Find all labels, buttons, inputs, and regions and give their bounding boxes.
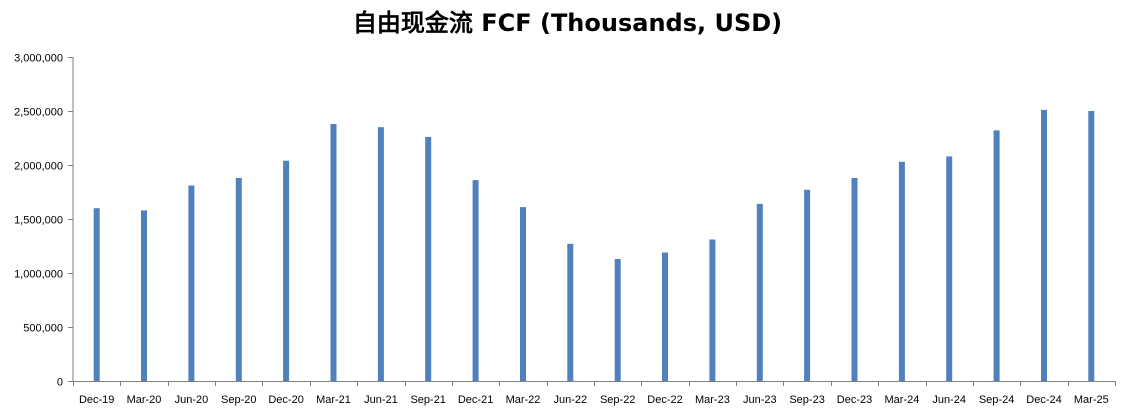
x-tick-label: Dec-23	[837, 394, 872, 406]
x-tick-label: Mar-25	[1074, 394, 1109, 406]
y-axis: 0 500,000 1,000,000 1,500,000 2,000,000 2,500…	[14, 53, 74, 389]
bar-mar-22	[520, 207, 526, 381]
x-tick-label: Sep-24	[979, 394, 1014, 406]
bar-mar-20	[141, 210, 147, 381]
x-tick-label: Mar-24	[884, 394, 919, 406]
x-tick-label: Dec-19	[79, 394, 114, 406]
y-tick-label: 0	[57, 377, 63, 389]
x-tick-label: Jun-23	[743, 394, 777, 406]
bar-mar-21	[330, 124, 337, 381]
bar-jun-23	[756, 203, 763, 381]
x-tick-label: Jun-24	[932, 394, 966, 406]
x-tick-label: Mar-21	[316, 394, 351, 406]
bar-mar-25	[1088, 111, 1095, 381]
bar-mar-24	[898, 161, 905, 381]
x-tick-label: Dec-20	[268, 394, 303, 406]
x-tick-label: Jun-22	[553, 394, 587, 406]
bar-dec-24	[1041, 109, 1047, 382]
bar-sep-22	[614, 259, 621, 381]
x-tick-label: Mar-23	[695, 394, 730, 406]
x-tick-label: Sep-20	[221, 394, 256, 406]
x-tick-label: Dec-24	[1026, 394, 1061, 406]
y-tick-label: 2,000,000	[14, 161, 63, 173]
x-axis: Dec-19 Mar-20 Jun-20 Sep-20 Dec-20 Mar-21 Jun-…	[73, 381, 1116, 406]
bar-dec-22	[662, 252, 668, 381]
bar-jun-24	[946, 156, 953, 381]
bar-jun-22	[567, 243, 574, 381]
x-tick-label: Dec-21	[458, 394, 493, 406]
bar-sep-23	[804, 189, 811, 381]
x-tick-label: Dec-22	[647, 394, 682, 406]
y-tick-label: 500,000	[23, 323, 63, 335]
x-tick-label: Mar-20	[127, 394, 162, 406]
x-tick-label: Jun-21	[364, 394, 398, 406]
x-tick-label: Mar-22	[506, 394, 541, 406]
chart-title: 自由现金流 FCF (Thousands, USD)	[352, 9, 783, 37]
x-tick-label: Sep-21	[410, 394, 445, 406]
x-tick-label: Sep-22	[600, 394, 635, 406]
bar-series	[93, 109, 1095, 382]
bar-dec-23	[851, 178, 858, 381]
bar-dec-19	[93, 208, 100, 381]
bar-sep-21	[425, 136, 432, 381]
bar-mar-23	[709, 239, 716, 381]
bar-sep-20	[235, 178, 242, 381]
bar-sep-24	[993, 130, 1000, 381]
bar-jun-20	[188, 185, 195, 381]
y-tick-label: 1,000,000	[14, 269, 63, 281]
bar-dec-21	[472, 180, 479, 381]
bar-dec-20	[283, 160, 290, 381]
y-tick-label: 3,000,000	[14, 53, 63, 65]
x-tick-label: Sep-23	[789, 394, 824, 406]
x-tick-label: Jun-20	[175, 394, 209, 406]
y-tick-label: 1,500,000	[14, 215, 63, 227]
bar-jun-21	[377, 127, 384, 381]
y-tick-label: 2,500,000	[14, 107, 63, 119]
